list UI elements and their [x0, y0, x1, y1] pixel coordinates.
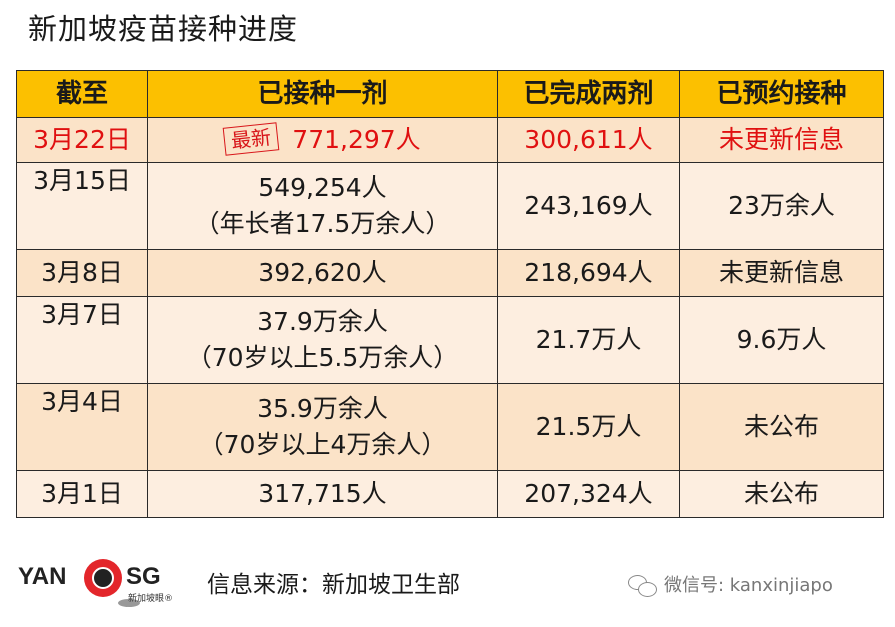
- dose1-value: 771,297人: [292, 125, 421, 154]
- header-booked: 已预约接种: [679, 70, 884, 118]
- vaccination-table: 截至 已接种一剂 已完成两剂 已预约接种 3月22日 最新 771,297人 30…: [16, 70, 884, 518]
- logo-text-left: YAN: [18, 563, 67, 590]
- cell-dose2: 207,324人: [497, 470, 680, 518]
- cell-dose2: 243,169人: [497, 162, 680, 250]
- dose1-note: （70岁以上5.5万余人）: [186, 343, 459, 372]
- dose1-value: 35.9万余人: [257, 394, 388, 423]
- cell-dose2: 218,694人: [497, 249, 680, 297]
- cell-dose2: 21.7万人: [497, 296, 680, 384]
- table-row: 3月4日 35.9万余人 （70岁以上4万余人） 21.5万人 未公布: [16, 383, 884, 471]
- cell-date: 3月8日: [16, 249, 148, 297]
- source-text: 信息来源：新加坡卫生部: [207, 572, 460, 598]
- yansg-logo: YAN SG 新加坡眼®: [18, 559, 188, 609]
- cell-date: 3月22日: [16, 117, 148, 163]
- cell-dose2: 300,611人: [497, 117, 680, 163]
- table-row: 3月22日 最新 771,297人 300,611人 未更新信息: [16, 117, 884, 163]
- wechat-id: 微信号: kanxinjiapo: [664, 575, 833, 596]
- table-row: 3月8日 392,620人 218,694人 未更新信息: [16, 249, 884, 297]
- island-icon: [118, 599, 140, 607]
- cell-date: 3月7日: [16, 296, 148, 384]
- wechat-icon: [628, 575, 658, 597]
- cell-booked: 9.6万人: [679, 296, 884, 384]
- cell-dose1: 37.9万余人 （70岁以上5.5万余人）: [147, 296, 498, 384]
- cell-date: 3月4日: [16, 383, 148, 471]
- cell-date: 3月15日: [16, 162, 148, 250]
- cell-booked: 23万余人: [679, 162, 884, 250]
- cell-dose1: 549,254人 （年长者17.5万余人）: [147, 162, 498, 250]
- cell-dose1: 最新 771,297人: [147, 117, 498, 163]
- wechat-watermark: 微信号: kanxinjiapo: [628, 571, 833, 597]
- cell-date: 3月1日: [16, 470, 148, 518]
- cell-dose1: 317,715人: [147, 470, 498, 518]
- header-dose1: 已接种一剂: [147, 70, 498, 118]
- table-row: 3月7日 37.9万余人 （70岁以上5.5万余人） 21.7万人 9.6万人: [16, 296, 884, 384]
- cell-booked: 未公布: [679, 470, 884, 518]
- footer: YAN SG 新加坡眼® 信息来源：新加坡卫生部 微信号: kanxinjiap…: [0, 555, 895, 615]
- table-row: 3月1日 317,715人 207,324人 未公布: [16, 470, 884, 518]
- latest-stamp: 最新: [222, 122, 280, 156]
- map-pin-eye-icon: [84, 559, 122, 597]
- header-dose2: 已完成两剂: [497, 70, 680, 118]
- logo-subtitle: 新加坡眼®: [128, 594, 174, 604]
- cell-dose1: 392,620人: [147, 249, 498, 297]
- cell-booked: 未公布: [679, 383, 884, 471]
- dose1-value: 549,254人: [258, 173, 387, 202]
- cell-dose1: 35.9万余人 （70岁以上4万余人）: [147, 383, 498, 471]
- dose1-note: （年长者17.5万余人）: [194, 209, 451, 238]
- cell-dose2: 21.5万人: [497, 383, 680, 471]
- dose1-note: （70岁以上4万余人）: [198, 430, 447, 459]
- page-title: 新加坡疫苗接种进度: [28, 12, 299, 46]
- dose1-value: 37.9万余人: [257, 307, 388, 336]
- cell-booked: 未更新信息: [679, 249, 884, 297]
- table-row: 3月15日 549,254人 （年长者17.5万余人） 243,169人 23万…: [16, 162, 884, 250]
- cell-booked: 未更新信息: [679, 117, 884, 163]
- logo-text-right: SG: [126, 563, 161, 590]
- header-date: 截至: [16, 70, 148, 118]
- table-header-row: 截至 已接种一剂 已完成两剂 已预约接种: [16, 70, 884, 118]
